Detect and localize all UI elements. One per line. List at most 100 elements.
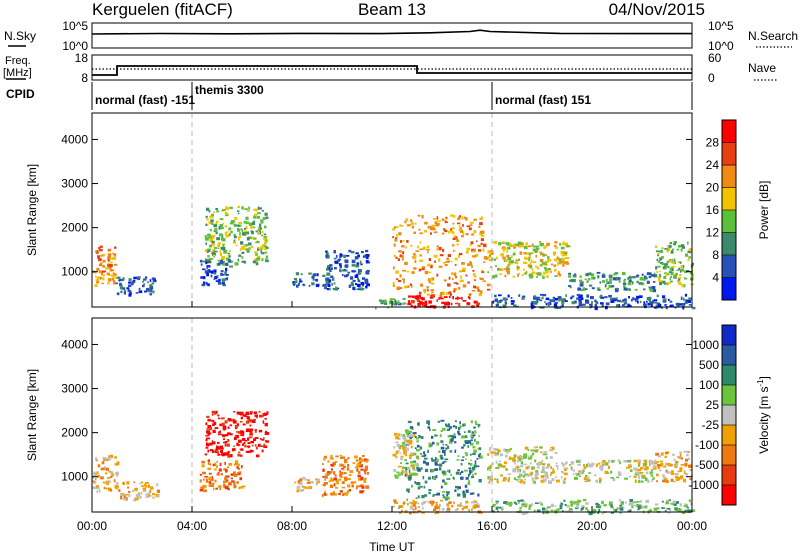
velocity-cell — [434, 506, 438, 510]
velocity-cell — [340, 476, 343, 478]
velocity-colorbar-tick-label: -25 — [702, 418, 720, 432]
velocity-cell — [307, 487, 310, 490]
power-cell — [488, 254, 492, 257]
velocity-cell — [402, 436, 407, 440]
velocity-cell — [142, 487, 147, 491]
power-cell — [126, 287, 130, 290]
velocity-cell — [661, 500, 664, 503]
power-cell — [441, 301, 445, 304]
velocity-cell — [556, 466, 559, 470]
power-cell — [645, 300, 648, 303]
power-cell — [473, 218, 477, 221]
power-cell — [100, 255, 103, 257]
power-cell — [525, 257, 529, 260]
velocity-cell — [674, 466, 677, 469]
power-cell — [216, 237, 220, 241]
power-cell — [473, 279, 476, 281]
power-cell — [528, 258, 530, 262]
power-cell — [544, 269, 548, 271]
power-cell — [264, 258, 268, 261]
power-cell — [485, 256, 489, 260]
velocity-cell — [525, 466, 529, 470]
velocity-cell — [214, 451, 219, 453]
velocity-cell — [342, 481, 345, 484]
velocity-cell — [624, 477, 628, 480]
velocity-cell — [227, 454, 231, 458]
velocity-cell — [457, 504, 461, 507]
power-cell — [535, 272, 539, 275]
power-cell — [102, 277, 105, 281]
velocity-cell — [211, 441, 216, 445]
power-cell — [434, 221, 438, 225]
power-cell — [128, 278, 132, 282]
power-cell — [469, 224, 473, 226]
power-cell — [503, 247, 507, 251]
velocity-cell — [239, 420, 243, 423]
power-cell — [649, 288, 654, 292]
power-cell — [417, 245, 419, 249]
power-colorbar-tick-label: 12 — [706, 226, 720, 240]
power-cell — [207, 262, 211, 264]
velocity-cell — [224, 427, 227, 430]
power-cell — [518, 258, 521, 261]
power-cell — [211, 236, 214, 240]
velocity-cell — [453, 501, 455, 504]
velocity-cell — [454, 509, 459, 511]
velocity-cell — [92, 475, 95, 480]
power-cell — [391, 298, 395, 300]
power-cell — [553, 303, 558, 307]
velocity-cell — [611, 460, 615, 463]
power-cell — [447, 283, 451, 287]
velocity-cell — [246, 420, 249, 424]
power-cell — [534, 251, 538, 253]
power-cell — [516, 267, 520, 271]
velocity-cell — [122, 497, 127, 501]
power-cell — [477, 244, 481, 248]
power-cell — [243, 244, 247, 247]
power-cell — [408, 295, 411, 298]
velocity-cell — [406, 498, 409, 502]
velocity-cell — [634, 473, 638, 476]
velocity-cell — [540, 479, 545, 483]
velocity-cell — [406, 473, 408, 477]
velocity-cell — [675, 508, 679, 511]
power-cell — [456, 243, 459, 246]
velocity-cell — [554, 509, 558, 512]
power-cell — [366, 269, 370, 272]
velocity-cell — [535, 477, 539, 480]
power-cell — [565, 245, 570, 248]
velocity-cell — [533, 480, 536, 484]
power-cell — [661, 256, 664, 259]
velocity-cell — [677, 470, 681, 473]
power-cell — [202, 281, 206, 285]
cpid-label: CPID — [6, 87, 35, 101]
velocity-cell — [473, 449, 477, 453]
power-cell — [666, 250, 669, 253]
power-cell — [515, 262, 519, 265]
power-colorbar-tick-label: 24 — [706, 158, 720, 172]
velocity-cell — [464, 452, 468, 454]
velocity-cell — [253, 411, 258, 414]
velocity-cell — [607, 459, 611, 463]
velocity-cell — [242, 423, 246, 426]
power-cell — [445, 218, 448, 221]
power-cell — [513, 245, 517, 249]
power-cell — [392, 281, 395, 286]
velocity-cell — [564, 477, 567, 481]
velocity-cell — [414, 511, 419, 514]
velocity-cell — [595, 502, 599, 505]
power-cell — [397, 300, 400, 304]
power-cell — [112, 272, 115, 275]
power-cell — [508, 260, 511, 263]
power-cell — [228, 233, 231, 236]
power-cell — [574, 273, 577, 276]
velocity-cell — [465, 441, 470, 444]
power-cell — [230, 206, 233, 210]
velocity-cell — [576, 503, 580, 506]
velocity-cell — [234, 424, 238, 429]
power-cell — [222, 284, 226, 287]
velocity-cell — [212, 410, 217, 414]
velocity-cell — [120, 495, 123, 500]
velocity-cell — [241, 485, 244, 489]
power-cell — [299, 278, 302, 281]
